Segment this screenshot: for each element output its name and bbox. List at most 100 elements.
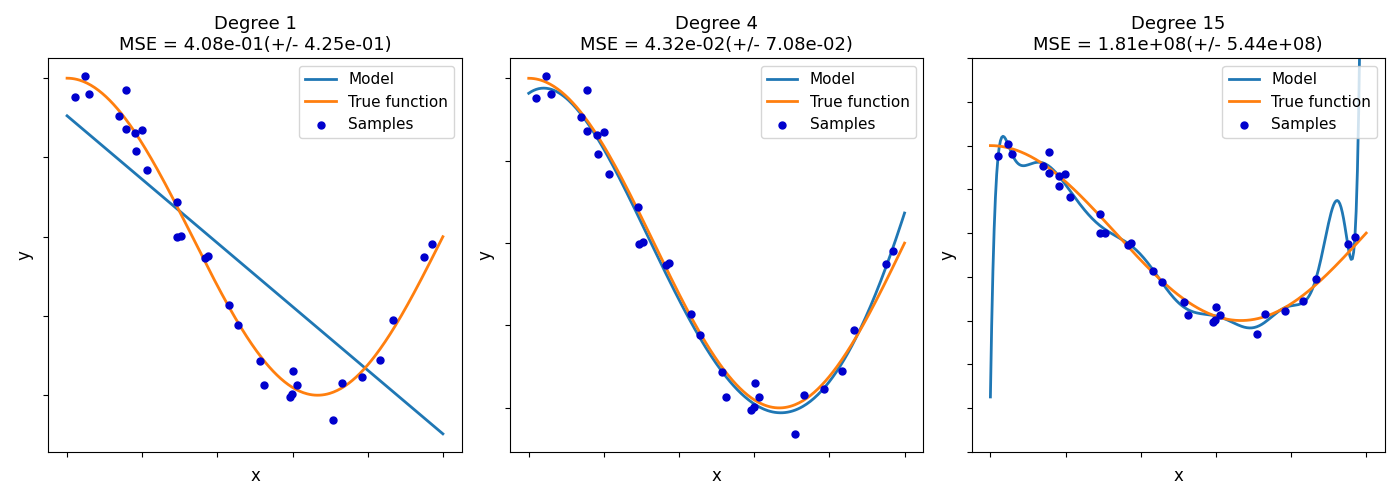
Samples — [165, 233, 188, 241]
Samples — [680, 310, 703, 318]
Samples — [1141, 267, 1163, 275]
Samples — [165, 198, 188, 206]
Model — [752, 404, 769, 410]
Samples — [351, 373, 374, 381]
Samples — [368, 356, 391, 364]
Model — [283, 302, 300, 308]
Model — [840, 350, 857, 356]
Line: Model: Model — [990, 0, 1366, 397]
True function — [750, 400, 767, 406]
Samples — [1274, 306, 1296, 314]
Legend: Model, True function, Samples: Model, True function, Samples — [1222, 66, 1378, 138]
Samples — [587, 150, 609, 158]
Model — [521, 90, 538, 96]
Model — [1205, 312, 1222, 318]
True function — [521, 76, 538, 82]
Model — [434, 431, 451, 437]
Samples — [592, 128, 615, 136]
Samples — [570, 114, 592, 122]
Samples — [655, 262, 678, 270]
Samples — [1344, 234, 1366, 241]
Y-axis label: y: y — [476, 250, 494, 260]
Samples — [227, 321, 249, 329]
Samples — [1176, 310, 1198, 318]
Samples — [598, 170, 620, 178]
True function — [770, 405, 787, 411]
Model — [399, 401, 416, 407]
Samples — [286, 380, 308, 388]
Samples — [125, 129, 147, 137]
Samples — [539, 90, 561, 98]
Samples — [253, 380, 276, 388]
Line: Model: Model — [529, 88, 904, 413]
Title: Degree 1
MSE = 4.08e-01(+/- 4.25e-01): Degree 1 MSE = 4.08e-01(+/- 4.25e-01) — [119, 15, 391, 54]
True function — [522, 76, 539, 82]
Samples — [1001, 150, 1023, 158]
True function — [434, 234, 451, 239]
Samples — [1047, 172, 1070, 180]
Samples — [525, 94, 547, 102]
Samples — [1032, 162, 1054, 170]
True function — [309, 392, 326, 398]
True function — [1301, 288, 1317, 294]
Samples — [748, 393, 770, 401]
Samples — [108, 112, 130, 120]
Samples — [1337, 240, 1359, 248]
Samples — [1151, 278, 1173, 286]
Samples — [125, 146, 147, 154]
Samples — [77, 90, 99, 98]
True function — [281, 382, 298, 388]
Samples — [585, 132, 608, 140]
Model — [60, 114, 77, 120]
Model — [535, 85, 552, 91]
X-axis label: x: x — [711, 467, 721, 485]
Samples — [1037, 148, 1060, 156]
True function — [1324, 266, 1341, 272]
Model — [288, 308, 305, 314]
Model — [1299, 296, 1316, 302]
Samples — [115, 124, 137, 132]
Samples — [627, 203, 650, 211]
Title: Degree 4
MSE = 4.32e-02(+/- 7.08e-02): Degree 4 MSE = 4.32e-02(+/- 7.08e-02) — [580, 15, 853, 54]
Samples — [741, 406, 763, 414]
True function — [896, 240, 913, 246]
Model — [375, 381, 392, 387]
True function — [839, 350, 855, 356]
Samples — [1054, 170, 1077, 178]
Samples — [63, 93, 85, 101]
Samples — [171, 232, 193, 240]
Samples — [1117, 241, 1140, 249]
Model — [1204, 312, 1221, 318]
Samples — [792, 391, 815, 399]
Samples — [535, 72, 557, 80]
Samples — [577, 86, 599, 94]
True function — [1204, 312, 1221, 318]
Samples — [843, 326, 865, 334]
Samples — [882, 247, 904, 255]
Line: True function: True function — [990, 146, 1366, 320]
True function — [983, 142, 1000, 148]
Samples — [1089, 230, 1112, 237]
Samples — [249, 357, 272, 365]
Model — [59, 113, 76, 119]
Y-axis label: y: y — [938, 250, 956, 260]
True function — [1232, 318, 1249, 324]
True function — [400, 299, 417, 305]
Samples — [196, 252, 218, 260]
Samples — [711, 368, 734, 376]
Model — [281, 301, 298, 307]
True function — [743, 396, 760, 402]
Samples — [281, 390, 304, 398]
Model — [1212, 314, 1229, 320]
Samples — [1093, 228, 1116, 236]
Model — [1323, 210, 1340, 216]
Samples — [784, 430, 806, 438]
Samples — [627, 240, 650, 248]
Model — [896, 210, 913, 216]
Samples — [330, 378, 353, 386]
X-axis label: x: x — [251, 467, 260, 485]
Samples — [381, 316, 403, 324]
True function — [288, 387, 305, 393]
Samples — [279, 393, 301, 401]
Model — [522, 90, 539, 96]
